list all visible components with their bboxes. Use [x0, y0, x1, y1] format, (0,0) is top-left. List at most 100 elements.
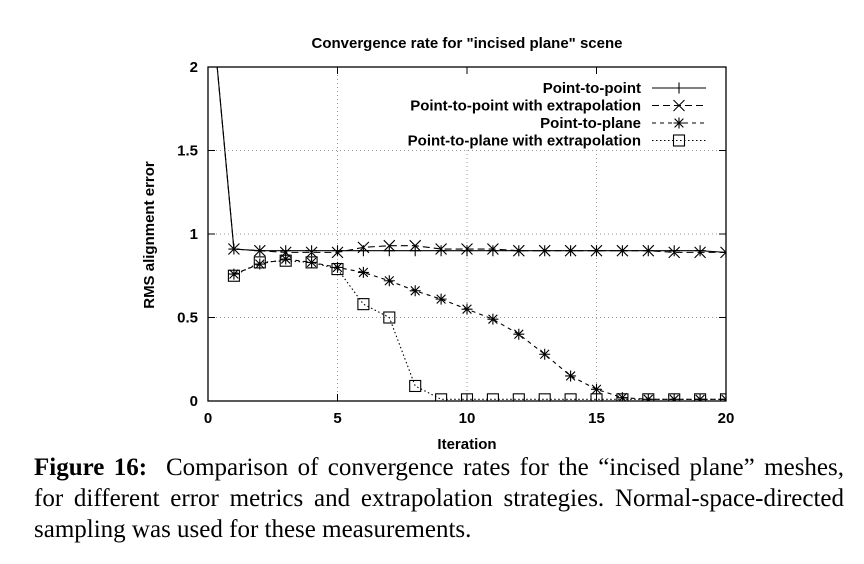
data-point: [460, 393, 474, 401]
data-point: [357, 266, 369, 278]
data-point: [590, 393, 603, 401]
legend-label: Point-to-plane: [540, 115, 641, 132]
data-point: [331, 246, 344, 259]
data-point: [538, 244, 551, 257]
data-point: [719, 393, 726, 401]
data-point: [616, 392, 628, 401]
data-point: [409, 245, 421, 257]
data-point: [228, 268, 240, 280]
data-point: [254, 258, 266, 270]
data-point: [383, 311, 396, 324]
data-point: [642, 393, 654, 401]
data-point: [694, 245, 706, 257]
data-point: [513, 328, 525, 340]
x-tick-label: 0: [204, 410, 212, 427]
grid: [208, 67, 726, 401]
data-point: [512, 244, 525, 257]
data-point: [357, 298, 370, 311]
data-point: [332, 245, 343, 257]
data-point: [694, 393, 706, 401]
data-point: [435, 245, 447, 257]
data-point: [383, 239, 396, 252]
data-point: [305, 256, 318, 269]
data-point: [409, 379, 422, 393]
series-point-to-point-with-extrapolation: [216, 67, 726, 259]
data-point: [253, 244, 266, 257]
data-point: [461, 243, 473, 255]
data-point: [357, 241, 370, 254]
data-point: [564, 393, 577, 401]
data-point: [512, 393, 525, 401]
series-point-to-plane-with-extrapolation: [227, 254, 726, 401]
legend-marker: [673, 99, 685, 112]
data-point: [435, 293, 447, 305]
x-tick-label: 20: [718, 410, 735, 427]
data-point: [720, 393, 726, 401]
data-point: [616, 244, 629, 257]
caption-label: Figure 16:: [34, 454, 148, 481]
axes: 0 5 10 15 20 0 0.5 1 1.5 2: [177, 59, 734, 427]
data-point: [694, 393, 707, 401]
data-point: [539, 348, 551, 360]
caption-text: Comparison of convergence rates for the …: [34, 454, 845, 543]
data-point: [590, 244, 603, 257]
data-point: [435, 243, 447, 255]
y-tick-label: 1: [190, 226, 198, 243]
series-line: [233, 260, 726, 400]
x-tick-label: 10: [459, 410, 476, 427]
legend-marker: [673, 117, 685, 129]
data-point: [279, 254, 292, 267]
legend-entry: Point-to-point with extrapolation: [410, 98, 706, 115]
y-tick-label: 0.5: [177, 310, 198, 327]
legend-label: Point-to-point: [543, 80, 641, 97]
data-point: [668, 245, 680, 257]
data-point: [668, 393, 680, 401]
data-point: [331, 263, 344, 276]
data-point: [409, 239, 422, 252]
data-point: [435, 393, 448, 401]
data-point: [487, 313, 499, 325]
chart: Convergence rate for "incised plane" sce…: [141, 35, 734, 452]
series-point-to-point: [216, 67, 726, 258]
y-tick-label: 0: [190, 393, 198, 410]
y-axis-label: RMS alignment error: [141, 161, 158, 309]
data-point: [461, 303, 473, 315]
x-tick-label: 5: [333, 410, 341, 427]
data-point: [306, 245, 318, 257]
data-point: [305, 246, 318, 259]
series-line: [233, 258, 726, 400]
legend-entry: Point-to-plane: [540, 115, 706, 132]
data-point: [383, 275, 395, 287]
data-point: [616, 393, 629, 401]
y-tick-label: 1.5: [177, 143, 198, 160]
y-tick-label: 2: [190, 59, 198, 76]
data-point: [487, 245, 499, 257]
x-tick-label: 15: [588, 410, 605, 427]
data-point: [694, 246, 706, 259]
data-point: [642, 244, 655, 257]
legend-marker: [672, 134, 686, 147]
figure-caption: Figure 16: Comparison of convergence rat…: [34, 452, 844, 545]
data-point: [538, 393, 551, 401]
data-point: [487, 243, 499, 255]
data-point: [565, 370, 577, 382]
data-point: [720, 246, 726, 259]
data-point: [461, 245, 473, 257]
legend-entry: Point-to-plane with extrapolation: [408, 133, 706, 150]
data-point: [228, 243, 240, 255]
legend-label: Point-to-plane with extrapolation: [408, 133, 641, 150]
data-point: [591, 383, 602, 395]
legend-label: Point-to-point with extrapolation: [410, 98, 641, 115]
legend-entry: Point-to-point: [543, 80, 706, 97]
series-point-to-plane: [228, 253, 726, 401]
data-point: [253, 256, 266, 269]
data-point: [642, 393, 655, 401]
data-point: [280, 253, 292, 265]
data-point: [668, 246, 681, 259]
data-point: [409, 285, 421, 297]
data-point: [564, 244, 577, 257]
chart-title: Convergence rate for "incised plane" sce…: [311, 35, 622, 52]
series-layer: [216, 67, 726, 401]
data-point: [227, 269, 240, 282]
